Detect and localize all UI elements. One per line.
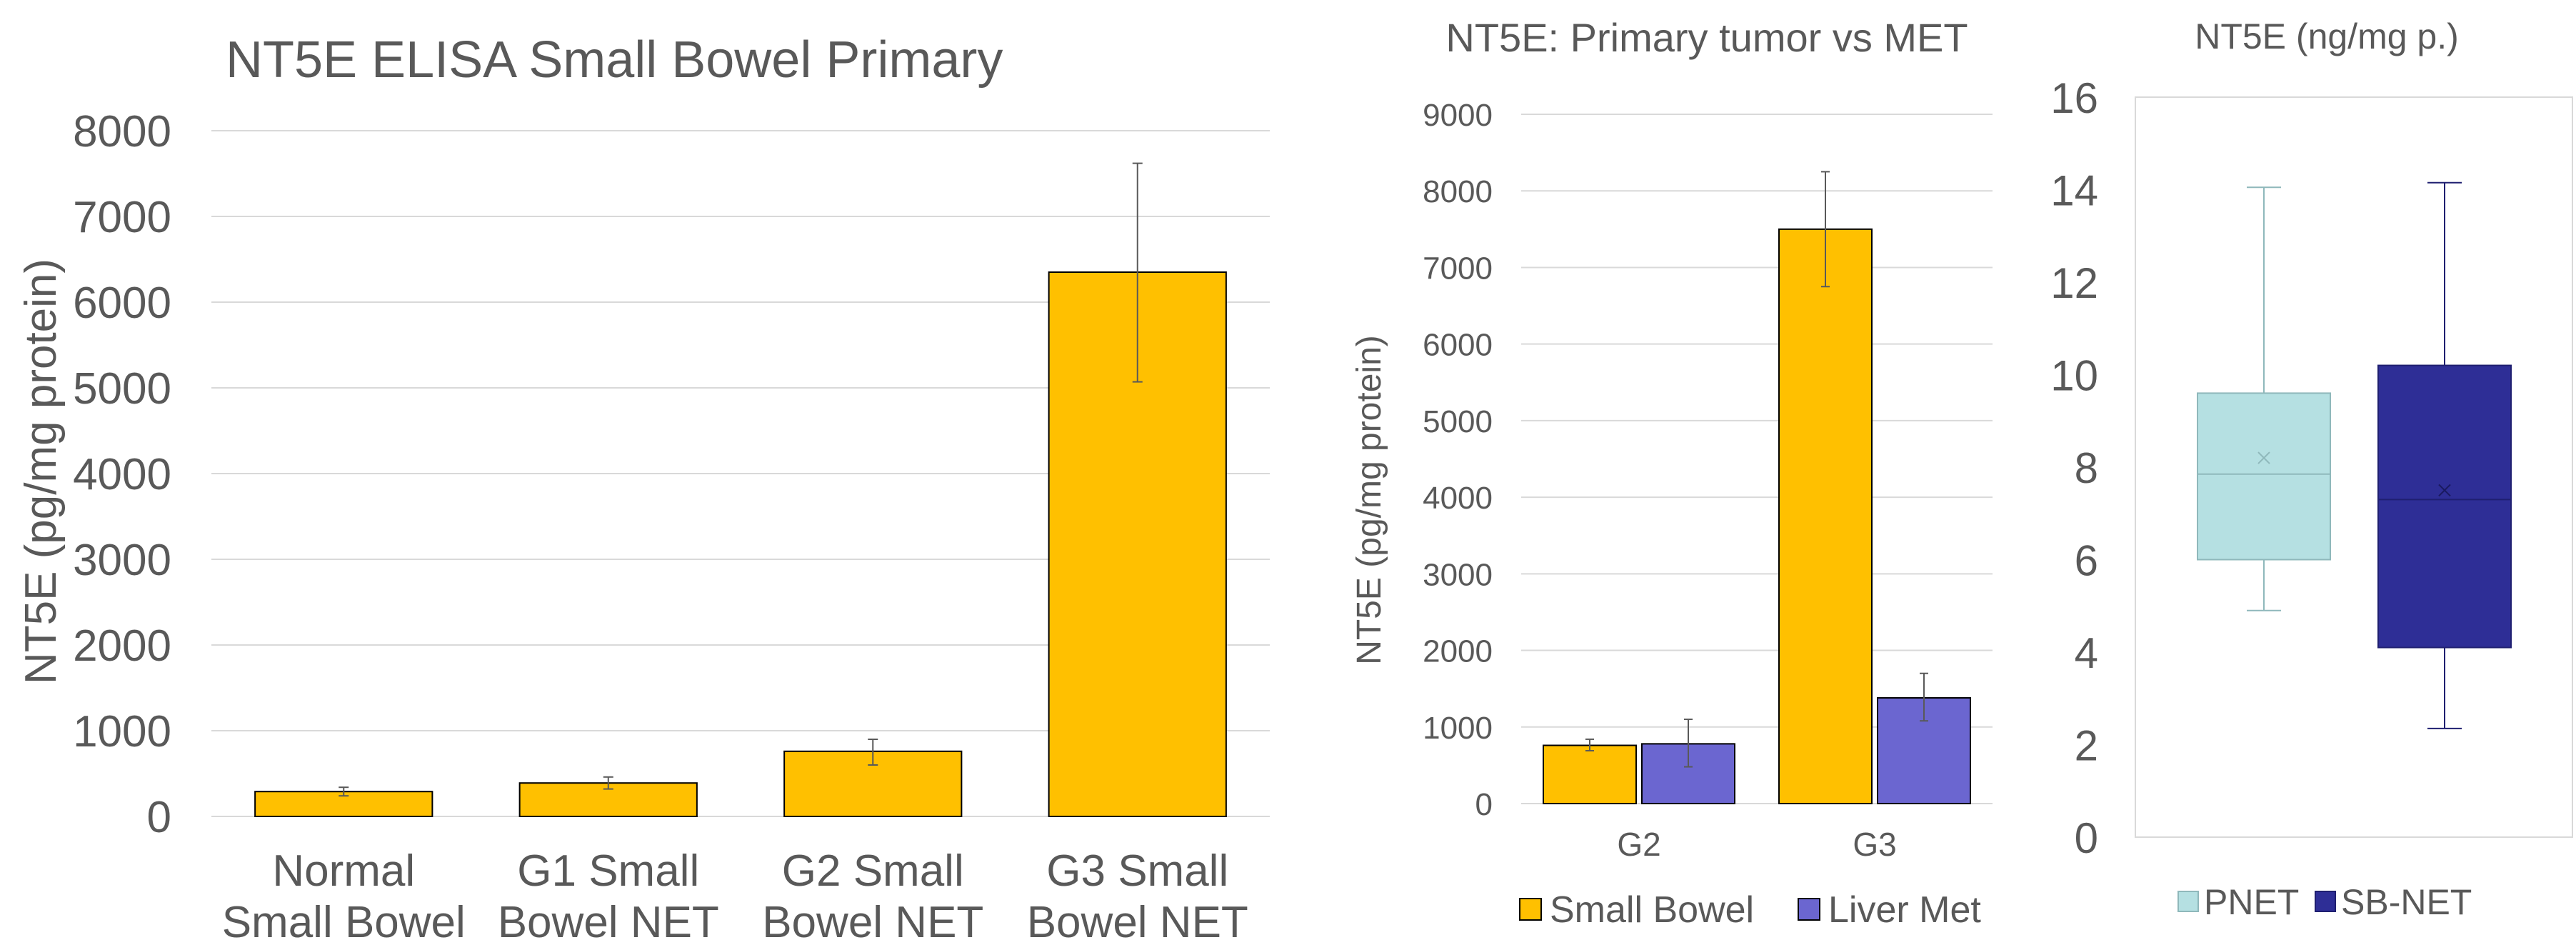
legend-swatch [1519,898,1542,921]
chart-title: NT5E (ng/mg p.) [2195,16,2459,56]
y-tick-label: 7000 [1423,251,1493,286]
y-tick-label: 0 [2075,814,2098,862]
mean-marker [2257,451,2270,464]
x-tick-label: Small Bowel [222,898,466,941]
legend-swatch [2315,891,2336,912]
y-tick-label: 6000 [1423,328,1493,363]
y-tick-label: 10 [2050,352,2098,400]
y-tick-label: 4000 [73,450,171,499]
x-tick-labels: G2 G3 [1617,826,1896,863]
y-axis-label: NT5E (pg/mg protein) [16,259,66,684]
y-tick-label: 6 [2075,537,2098,585]
chart-nt5e-small-bowel-primary: NT5E ELISA Small Bowel Primary NT5E (pg/… [16,31,1270,945]
x-tick-label: Bowel NET [1027,898,1248,941]
box-iqr [2197,392,2331,561]
y-tick-label: 6000 [73,279,171,328]
box-sb-net [2377,181,2512,729]
x-tick-label: Bowel NET [498,898,719,941]
legend-label: Small Bowel [1550,889,1754,931]
y-tick-label: 2000 [73,621,171,671]
bar-small-bowel [1543,744,1637,804]
gridlines [211,130,1270,817]
legend-label: SB-NET [2341,882,2472,922]
y-tick-label: 8000 [73,107,171,156]
x-tick-label: G2 Small [782,846,964,896]
y-tick-labels: 0 1000 2000 3000 4000 5000 6000 7000 8000 9000 [1423,98,1493,822]
legend: Small Bowel Liver Met [1519,889,1981,931]
y-tick-labels: 0 2 4 6 8 10 12 14 16 [2050,74,2098,862]
chart-primary-vs-met: NT5E: Primary tumor vs MET NT5E (pg/mg p… [1350,15,1993,931]
box-pnet [2197,186,2331,611]
chart-title: NT5E: Primary tumor vs MET [1445,15,1968,60]
x-tick-label: G2 [1617,826,1660,863]
error-bars [339,162,1143,797]
x-tick-label: G3 [1853,826,1896,863]
y-tick-label: 2 [2075,722,2098,770]
y-tick-label: 7000 [73,193,171,242]
legend: PNET SB-NET [2177,882,2472,922]
boxes [2197,181,2512,729]
y-tick-label: 4 [2075,629,2098,677]
y-tick-label: 8000 [1423,174,1493,209]
chart-box-plot: NT5E (ng/mg p.) 0 2 4 6 8 10 12 14 16 PNET SB-NET [2050,16,2573,922]
legend-label: PNET [2204,882,2299,922]
y-tick-label: 8 [2075,444,2098,492]
y-tick-label: 9000 [1423,98,1493,133]
y-tick-label: 0 [1475,787,1493,822]
x-tick-label: G3 Small [1046,846,1228,896]
y-tick-label: 1000 [1423,711,1493,746]
y-axis-label: NT5E (pg/mg protein) [1350,335,1388,665]
bar-small-bowel [1778,228,1873,805]
bars [1543,228,1971,805]
plot-area-border [2135,96,2573,838]
y-tick-label: 16 [2050,74,2098,122]
error-bars [1585,171,1928,768]
y-tick-label: 3000 [1423,557,1493,592]
legend-swatch [1798,898,1820,921]
x-tick-label: G1 Small [517,846,699,896]
y-tick-label: 1000 [73,707,171,756]
legend-label: Liver Met [1828,889,1981,931]
x-tick-label: Bowel NET [762,898,983,941]
y-tick-label: 12 [2050,259,2098,307]
x-tick-label: Normal [272,846,415,896]
y-tick-label: 5000 [73,364,171,414]
chart-title: NT5E ELISA Small Bowel Primary [226,31,1003,89]
y-tick-label: 14 [2050,167,2098,215]
y-tick-label: 0 [147,793,171,842]
y-tick-label: 2000 [1423,634,1493,669]
y-tick-labels: 0 1000 2000 3000 4000 5000 6000 7000 8000 [73,107,171,842]
mean-marker [2438,484,2451,497]
y-tick-label: 4000 [1423,481,1493,516]
box-iqr [2377,364,2512,649]
y-tick-label: 5000 [1423,404,1493,439]
legend-swatch [2177,891,2199,912]
y-tick-label: 3000 [73,536,171,585]
bars [254,271,1227,818]
